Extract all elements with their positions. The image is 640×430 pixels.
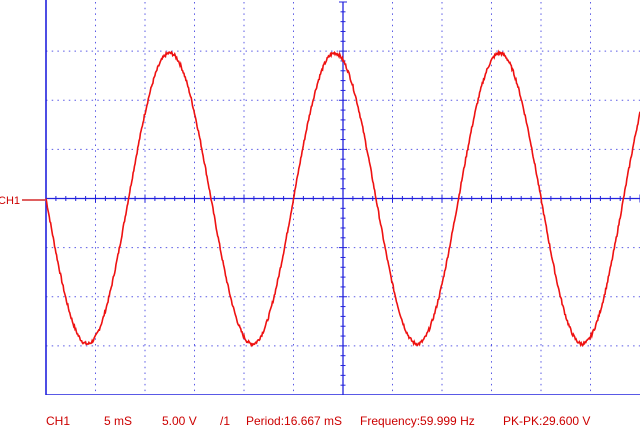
status-probe: /1 xyxy=(220,414,231,428)
status-timebase: 5 mS xyxy=(104,414,133,428)
plot-frame xyxy=(45,0,640,395)
ch1-label: CH1 xyxy=(0,195,20,207)
status-pk-pk: PK-PK:29.600 V xyxy=(503,414,591,428)
oscilloscope-display: CH1 xyxy=(0,0,640,395)
status-volts-per-div: 5.00 V xyxy=(162,414,197,428)
status-period: Period:16.667 mS xyxy=(246,414,343,428)
ch1-trace xyxy=(45,49,640,348)
status-bar: CH1 5 mS 5.00 V /1 Period:16.667 mS Freq… xyxy=(0,410,640,430)
status-frequency: Frequency:59.999 Hz xyxy=(360,414,475,428)
status-channel: CH1 xyxy=(46,414,71,428)
plot-background xyxy=(0,0,640,395)
